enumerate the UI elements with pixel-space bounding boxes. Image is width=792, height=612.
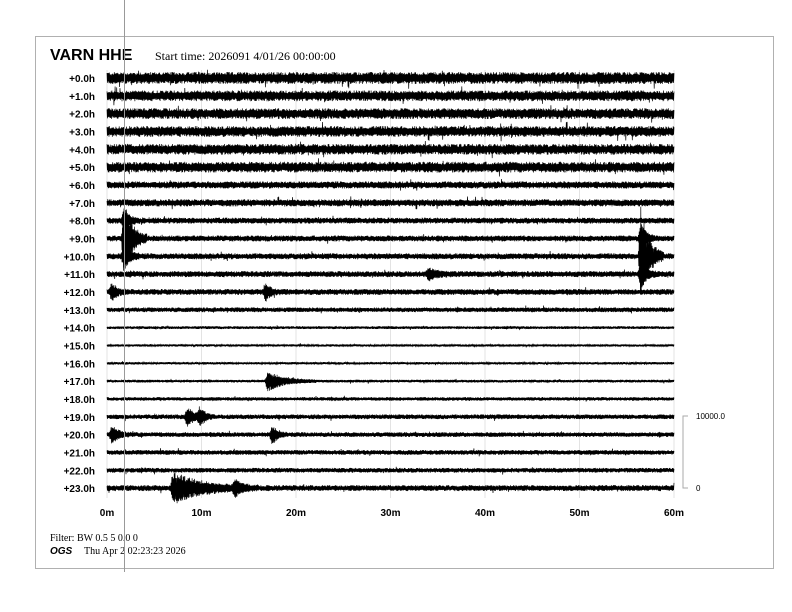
x-tick-labels: 0m 10m 20m 30m 40m 50m 60m xyxy=(100,508,684,519)
x-tick-label: 30m xyxy=(380,508,400,519)
row-label: +4.0h xyxy=(69,145,95,156)
trace-row-13 xyxy=(106,305,675,314)
trace-row-10 xyxy=(106,206,675,295)
trace-row-16 xyxy=(106,360,675,366)
trace-row-17 xyxy=(106,372,675,392)
trace-row-5 xyxy=(106,158,675,177)
row-labels: +0.0h +1.0h +2.0h +3.0h +4.0h +5.0h +6.0h +7.0h… xyxy=(64,74,95,495)
scale-bottom-label: 0 xyxy=(696,484,701,493)
timestamp: Thu Apr 2 02:23:23 2026 xyxy=(84,546,186,557)
org-logo: OGS xyxy=(50,546,73,557)
trace-row-0 xyxy=(106,69,675,89)
scale-top-label: 10000.0 xyxy=(696,412,725,421)
traces xyxy=(106,69,675,504)
row-label: +20.0h xyxy=(64,431,95,442)
row-label: +19.0h xyxy=(64,413,95,424)
trace-row-20 xyxy=(106,427,675,444)
row-label: +9.0h xyxy=(69,234,95,245)
row-label: +14.0h xyxy=(64,324,95,335)
trace-row-11 xyxy=(106,261,675,289)
trace-row-12 xyxy=(106,283,675,302)
row-label: +13.0h xyxy=(64,306,95,317)
x-tick-label: 60m xyxy=(664,508,684,519)
trace-row-14 xyxy=(106,325,675,331)
row-label: +11.0h xyxy=(64,270,95,281)
x-tick-label: 20m xyxy=(286,508,306,519)
trace-row-15 xyxy=(106,343,675,348)
trace-row-21 xyxy=(106,448,675,457)
trace-row-1 xyxy=(106,86,675,106)
chart-title: VARN HHE xyxy=(50,47,133,64)
x-tick-label: 40m xyxy=(475,508,495,519)
row-label: +6.0h xyxy=(69,181,95,192)
trace-row-8 xyxy=(106,208,675,235)
row-label: +8.0h xyxy=(69,217,95,228)
trace-row-3 xyxy=(106,121,675,142)
trace-row-4 xyxy=(106,140,675,159)
row-label: +15.0h xyxy=(64,341,95,352)
trace-row-19 xyxy=(106,406,675,427)
row-label: +21.0h xyxy=(64,448,95,459)
row-label: +0.0h xyxy=(69,74,95,85)
row-label: +22.0h xyxy=(64,466,95,477)
grid xyxy=(106,70,675,498)
row-label: +10.0h xyxy=(64,252,95,263)
row-label: +1.0h xyxy=(69,92,95,103)
row-label: +2.0h xyxy=(69,110,95,121)
row-label: +12.0h xyxy=(64,288,95,299)
x-tick-label: 10m xyxy=(191,508,211,519)
trace-row-6 xyxy=(106,178,675,191)
row-label: +5.0h xyxy=(69,163,95,174)
row-label: +7.0h xyxy=(69,199,95,210)
chart-subtitle: Start time: 2026091 4/01/26 00:00:00 xyxy=(155,49,336,63)
x-tick-label: 0m xyxy=(100,508,115,519)
trace-row-7 xyxy=(106,196,675,210)
row-label: +23.0h xyxy=(64,484,95,495)
trace-row-18 xyxy=(106,395,675,402)
trace-row-9 xyxy=(106,209,675,271)
row-label: +3.0h xyxy=(69,127,95,138)
x-tick-label: 50m xyxy=(569,508,589,519)
row-label: +17.0h xyxy=(64,377,95,388)
trace-row-22 xyxy=(106,466,675,475)
amplitude-scale: 10000.0 0 xyxy=(682,412,725,493)
trace-row-23 xyxy=(106,471,675,504)
scale-bracket xyxy=(682,415,688,489)
row-label: +16.0h xyxy=(64,359,95,370)
filter-text: Filter: BW 0.5 5 0.0 0 xyxy=(50,533,138,544)
frame xyxy=(35,36,774,569)
trace-row-2 xyxy=(106,105,675,123)
row-label: +18.0h xyxy=(64,395,95,406)
